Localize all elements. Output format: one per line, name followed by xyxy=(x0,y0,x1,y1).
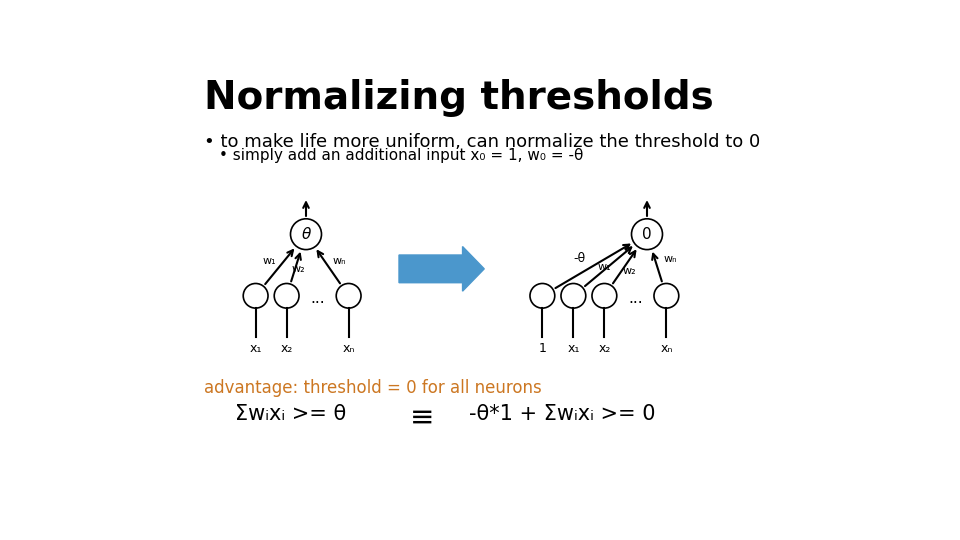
Text: Σwᵢxᵢ >= θ: Σwᵢxᵢ >= θ xyxy=(234,403,346,423)
Text: 0: 0 xyxy=(642,227,652,242)
Text: x₂: x₂ xyxy=(598,342,611,355)
Text: ≡: ≡ xyxy=(410,403,435,431)
Circle shape xyxy=(275,284,299,308)
Circle shape xyxy=(530,284,555,308)
Circle shape xyxy=(654,284,679,308)
Text: w₁: w₁ xyxy=(597,262,611,272)
Text: Normalizing thresholds: Normalizing thresholds xyxy=(204,79,713,117)
Text: -θ*1 + Σwᵢxᵢ >= 0: -θ*1 + Σwᵢxᵢ >= 0 xyxy=(468,403,656,423)
Text: x₁: x₁ xyxy=(250,342,262,355)
Text: • simply add an additional input x₀ = 1, w₀ = -θ: • simply add an additional input x₀ = 1,… xyxy=(219,148,584,163)
Circle shape xyxy=(291,219,322,249)
Text: ...: ... xyxy=(310,291,324,306)
Text: wₙ: wₙ xyxy=(332,256,346,266)
Text: θ: θ xyxy=(301,227,311,242)
Text: w₂: w₂ xyxy=(623,266,636,276)
Text: w₂: w₂ xyxy=(291,264,304,274)
Circle shape xyxy=(632,219,662,249)
Text: -θ: -θ xyxy=(573,252,586,265)
Text: w₁: w₁ xyxy=(262,256,276,266)
Text: x₁: x₁ xyxy=(567,342,580,355)
Circle shape xyxy=(561,284,586,308)
Text: • to make life more uniform, can normalize the threshold to 0: • to make life more uniform, can normali… xyxy=(204,132,760,151)
Text: xₙ: xₙ xyxy=(343,342,355,355)
Text: ...: ... xyxy=(628,291,642,306)
Text: x₂: x₂ xyxy=(280,342,293,355)
Text: xₙ: xₙ xyxy=(660,342,673,355)
Circle shape xyxy=(592,284,616,308)
Circle shape xyxy=(336,284,361,308)
Circle shape xyxy=(243,284,268,308)
FancyArrow shape xyxy=(399,247,484,291)
Text: wₙ: wₙ xyxy=(663,254,678,264)
Text: advantage: threshold = 0 for all neurons: advantage: threshold = 0 for all neurons xyxy=(204,379,541,397)
Text: 1: 1 xyxy=(539,342,546,355)
